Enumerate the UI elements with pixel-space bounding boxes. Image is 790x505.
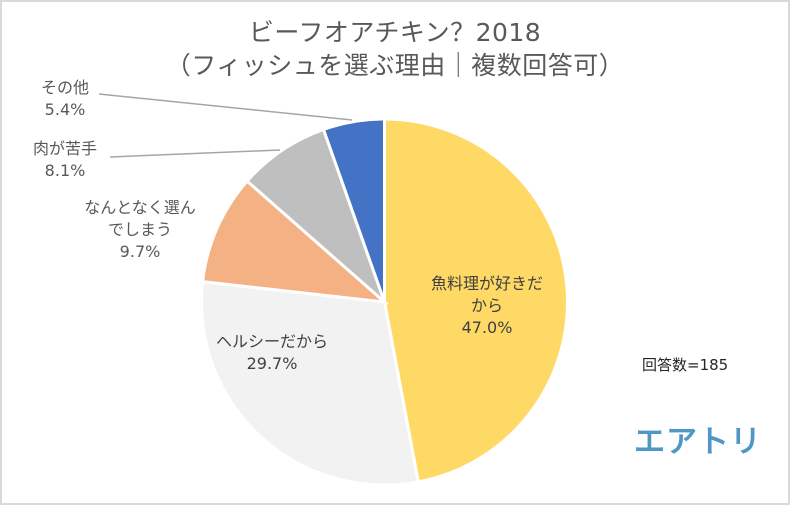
data-label-value-1: 47.0% xyxy=(462,318,513,337)
pie-slice-1 xyxy=(383,117,569,484)
chart-title: ビーフオアチキン？2018 xyxy=(248,18,542,47)
data-label-value-4: 8.1% xyxy=(45,161,86,180)
pie-slice-5 xyxy=(321,117,386,303)
airtrip-logo: エアトリ xyxy=(634,424,762,460)
data-label-category-3: なんとなく選ん xyxy=(84,198,196,217)
leader-line-4 xyxy=(109,149,281,158)
data-label-category-5: その他 xyxy=(41,78,89,97)
pie-slice-2 xyxy=(200,279,421,487)
leader-line-5 xyxy=(98,93,353,121)
pie-slice-3 xyxy=(200,178,390,305)
data-label-category-1: 魚料理が好きだ xyxy=(431,274,543,293)
response-count: 回答数=185 xyxy=(642,356,729,374)
data-label-category-4: 肉が苦手 xyxy=(33,139,97,158)
data-label-value-5: 5.4% xyxy=(45,100,86,119)
data-label-value-2: 29.7% xyxy=(247,354,298,373)
chart-subtitle: （フィッシュを選ぶ理由｜複数回答可） xyxy=(165,51,625,80)
data-label-category-3: でしまう xyxy=(108,220,172,239)
data-label-category-2: ヘルシーだから xyxy=(216,332,328,351)
pie-slice-4 xyxy=(245,127,388,307)
chart-title-block: ビーフオアチキン？2018 （フィッシュを選ぶ理由｜複数回答可） xyxy=(2,16,788,82)
data-label-value-3: 9.7% xyxy=(120,242,161,261)
data-label-category-1: から xyxy=(471,296,503,315)
